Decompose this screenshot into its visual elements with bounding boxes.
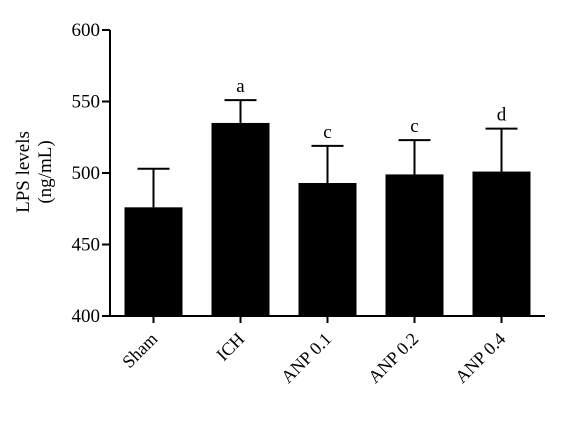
- y-axis-title-line-2: (ng/mL): [35, 140, 56, 203]
- x-category-label: ANP 0.4: [451, 329, 509, 387]
- bar: [211, 122, 270, 316]
- x-category-label: ANP 0.1: [277, 329, 335, 387]
- y-tick-label: 600: [72, 20, 101, 41]
- bar: [124, 207, 183, 316]
- y-tick-label: 550: [72, 92, 101, 113]
- bar: [298, 183, 357, 316]
- significance-label: a: [236, 76, 245, 97]
- significance-label: d: [497, 105, 507, 126]
- x-category-label: ANP 0.2: [364, 329, 422, 387]
- bar: [385, 174, 444, 316]
- y-tick-label: 450: [72, 235, 101, 256]
- y-tick-label: 400: [72, 306, 101, 327]
- y-axis-title-line-1: LPS levels: [13, 131, 34, 213]
- bar: [472, 171, 531, 316]
- x-category-label: ICH: [212, 329, 248, 365]
- x-category-label: Sham: [118, 329, 161, 372]
- x-axis: Sham ICH ANP 0.1 ANP 0.2 ANP 0.4: [110, 315, 545, 387]
- y-axis-title: LPS levels (ng/mL): [13, 131, 56, 213]
- significance-label: c: [410, 116, 418, 137]
- y-tick-label: 500: [72, 163, 101, 184]
- y-axis: 400 450 500 550 600: [72, 20, 111, 327]
- bars: a c c d: [124, 76, 531, 316]
- significance-label: c: [323, 122, 331, 143]
